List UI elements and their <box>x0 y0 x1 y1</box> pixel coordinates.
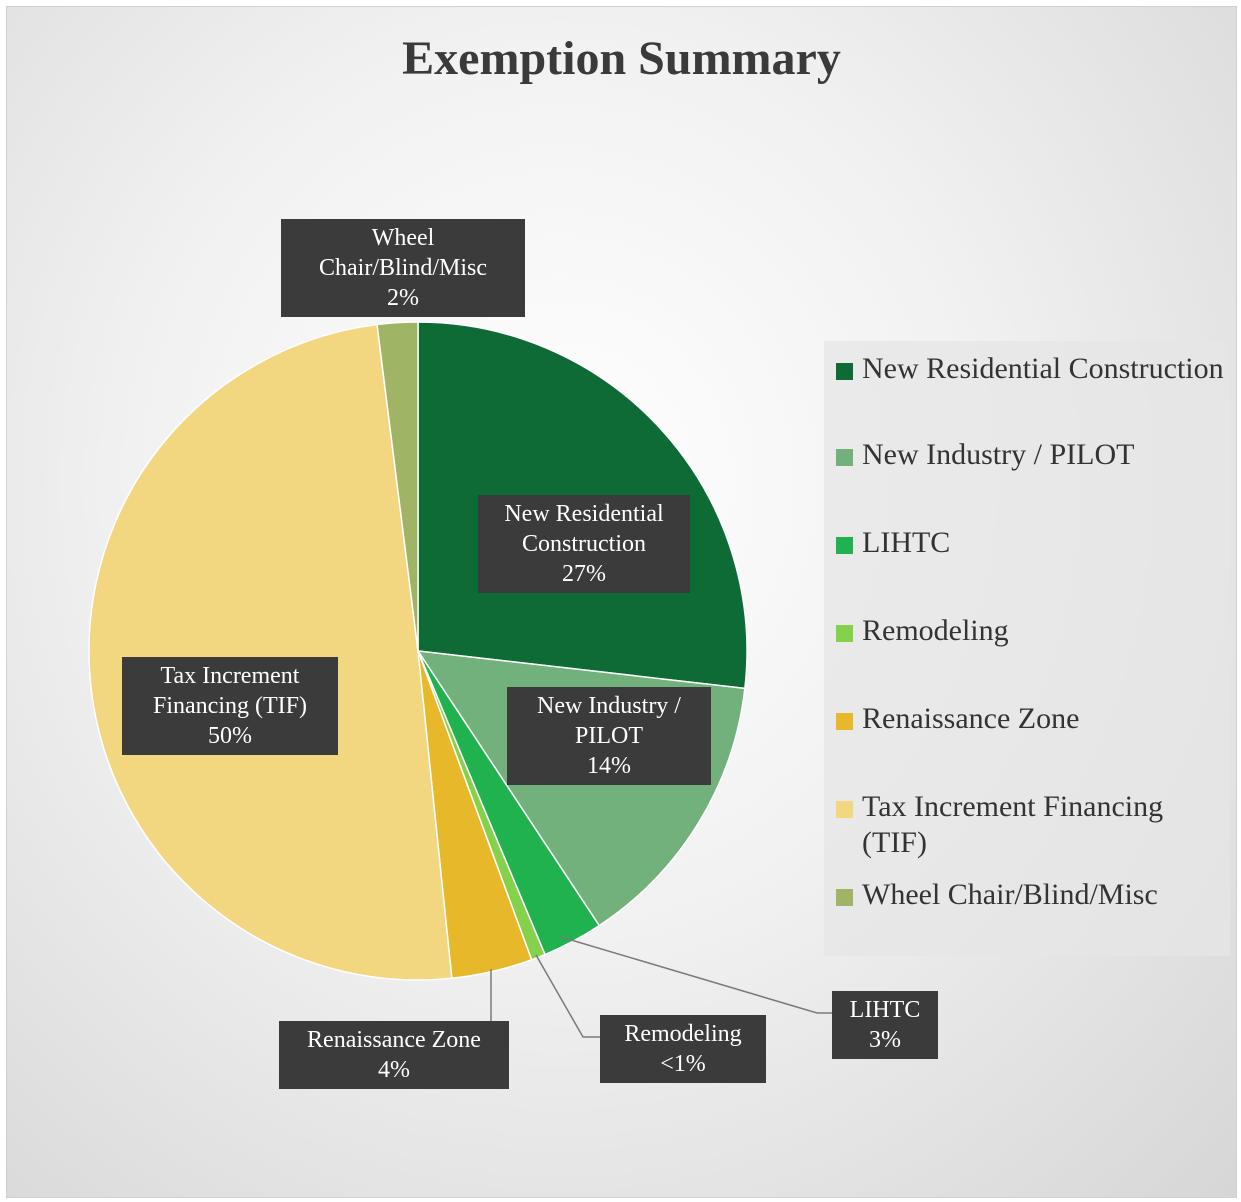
legend-entry: LIHTC <box>836 525 1226 561</box>
data-label-category: Remodeling <box>624 1021 742 1047</box>
leader-line <box>535 954 604 1038</box>
data-label-value: 2% <box>387 285 419 311</box>
legend-entry: Renaissance Zone <box>836 701 1226 737</box>
legend-label: Renaissance Zone <box>862 702 1080 735</box>
data-label-value: 50% <box>208 723 252 749</box>
plot <box>88 321 835 1038</box>
data-label: New Residential Construction 27% <box>478 495 690 593</box>
pie <box>88 321 748 981</box>
legend-entry: Wheel Chair/Blind/Misc <box>836 877 1226 913</box>
data-label: Tax Increment Financing (TIF) 50% <box>122 657 338 755</box>
chart: Exemption Summary New Residential Constr… <box>6 6 1237 1198</box>
legend-swatch <box>836 801 853 818</box>
data-label-value: 3% <box>869 1027 901 1053</box>
pie-slice <box>376 321 419 652</box>
legend-label: LIHTC <box>862 526 951 559</box>
data-label-category: Renaissance Zone <box>307 1027 481 1053</box>
legend-label: New Industry / PILOT <box>862 438 1135 471</box>
legend-swatch <box>836 713 853 730</box>
legend-label: Remodeling <box>862 614 1009 647</box>
legend-entry: New Industry / PILOT <box>836 437 1226 473</box>
data-label-category: New Residential Construction <box>504 501 664 557</box>
data-label-value: 27% <box>562 561 606 587</box>
legend-swatch <box>836 625 853 642</box>
legend-label: Wheel Chair/Blind/Misc <box>862 878 1158 911</box>
data-label-value: 4% <box>378 1057 410 1083</box>
data-label-value: 14% <box>587 753 631 779</box>
data-label-category: Tax Increment Financing (TIF) <box>153 663 307 719</box>
data-label: Renaissance Zone 4% <box>279 1021 509 1089</box>
legend-label: New Residential Construction <box>862 352 1224 385</box>
data-label: Remodeling <1% <box>600 1015 766 1083</box>
legend-swatch <box>836 363 853 380</box>
legend-label: Tax Increment Financing (TIF) <box>862 790 1164 859</box>
leader-line <box>560 936 835 1014</box>
legend: New Residential Construction New Industry… <box>824 341 1230 956</box>
pie-slice <box>88 323 453 981</box>
legend-swatch <box>836 449 853 466</box>
chart-title: Exemption Summary <box>402 32 841 85</box>
data-label: New Industry / PILOT 14% <box>507 687 711 785</box>
legend-entry: Remodeling <box>836 613 1226 649</box>
legend-entry: Tax Increment Financing (TIF) <box>836 789 1226 861</box>
data-label-category: LIHTC <box>849 997 921 1023</box>
data-label: LIHTC 3% <box>832 991 938 1059</box>
data-label-category: New Industry / PILOT <box>537 693 681 749</box>
data-label-category: Wheel Chair/Blind/Misc <box>319 225 487 281</box>
data-label-value: <1% <box>660 1051 706 1077</box>
legend-swatch <box>836 889 853 906</box>
legend-entry: New Residential Construction <box>836 351 1226 387</box>
data-label: Wheel Chair/Blind/Misc 2% <box>281 219 525 317</box>
legend-swatch <box>836 537 853 554</box>
